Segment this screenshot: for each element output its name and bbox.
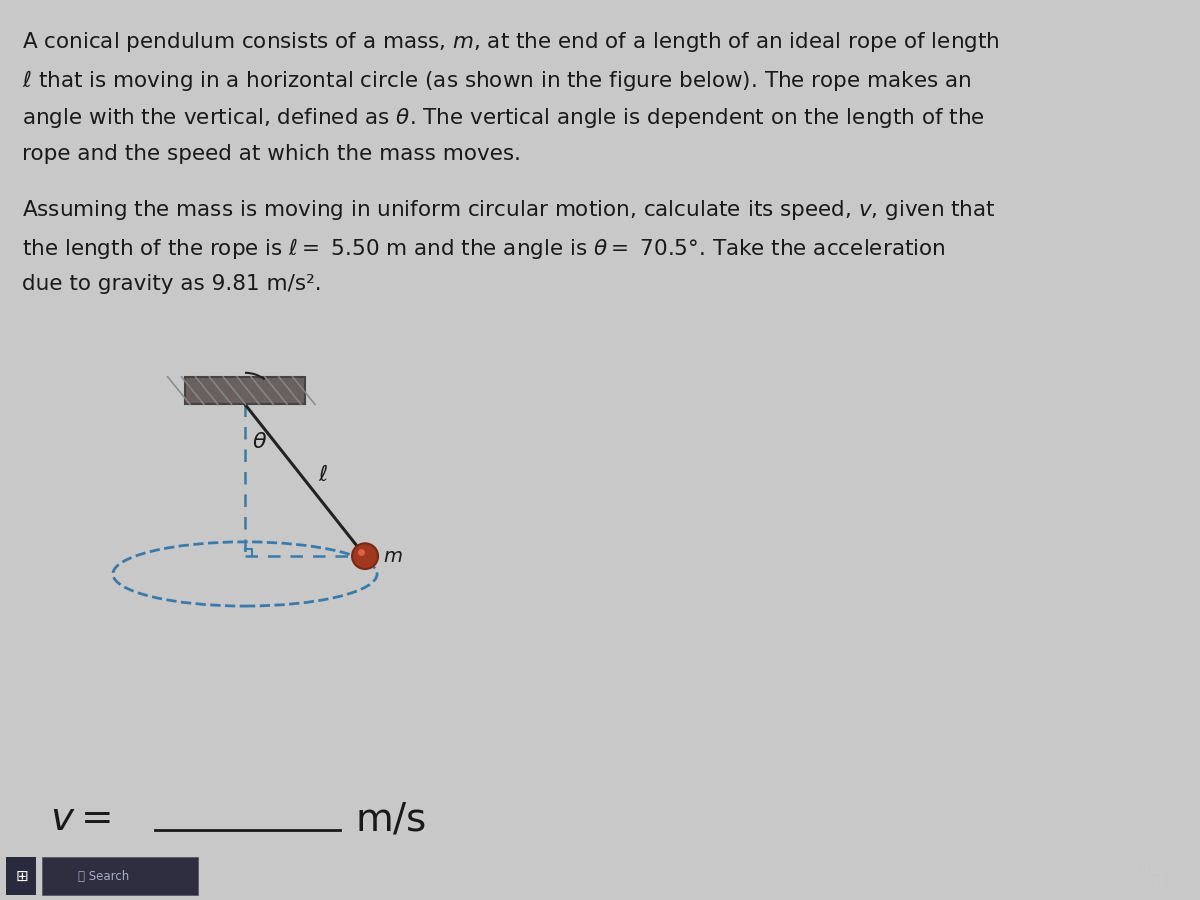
Text: ⊞: ⊞	[16, 868, 28, 884]
Text: Assuming the mass is moving in uniform circular motion, calculate its speed, $v$: Assuming the mass is moving in uniform c…	[22, 198, 996, 222]
Text: $\theta$: $\theta$	[252, 432, 268, 452]
Text: 🔍 Search: 🔍 Search	[78, 869, 130, 883]
Text: $\ell$ that is moving in a horizontal circle (as shown in the figure below). The: $\ell$ that is moving in a horizontal ci…	[22, 68, 972, 93]
Bar	[42, 857, 198, 896]
Text: $\ell$: $\ell$	[318, 465, 328, 485]
Bar	[6, 857, 36, 896]
Bar	[185, 377, 305, 404]
Text: $v = $: $v = $	[50, 800, 112, 838]
Text: angle with the vertical, defined as $\theta$. The vertical angle is dependent on: angle with the vertical, defined as $\th…	[22, 106, 985, 130]
Text: rope and the speed at which the mass moves.: rope and the speed at which the mass mov…	[22, 144, 521, 164]
Text: $m$: $m$	[383, 546, 403, 566]
Text: 8:02
11/29: 8:02 11/29	[1138, 865, 1166, 886]
Text: the length of the rope is $\ell = $ 5.50 m and the angle is $\theta = $ 70.5°. T: the length of the rope is $\ell = $ 5.50…	[22, 236, 946, 261]
Text: A conical pendulum consists of a mass, $m$, at the end of a length of an ideal r: A conical pendulum consists of a mass, $…	[22, 30, 1000, 54]
Circle shape	[352, 544, 378, 569]
Text: $\mathrm{m/s}$: $\mathrm{m/s}$	[355, 800, 426, 838]
Text: due to gravity as 9.81 m/s².: due to gravity as 9.81 m/s².	[22, 274, 322, 294]
